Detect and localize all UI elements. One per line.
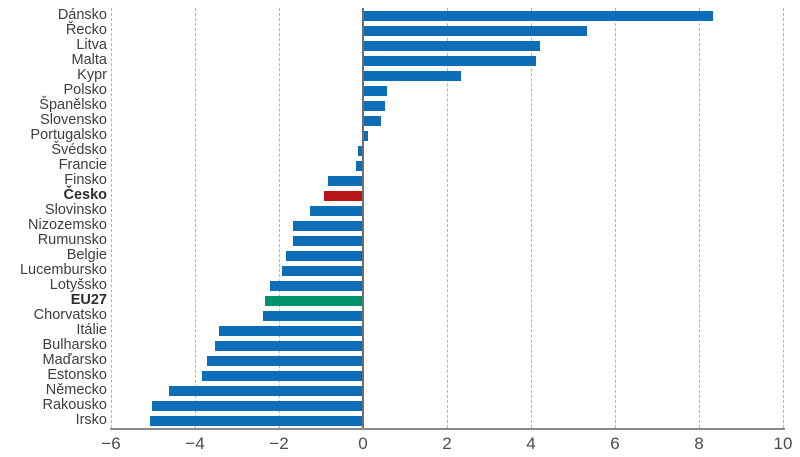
x-tick-label: 10 (773, 434, 793, 453)
bar-eu27 (265, 295, 362, 306)
gridline (279, 8, 280, 428)
category-label: Bulharsko (42, 337, 107, 353)
x-tick-label: 2 (442, 434, 452, 453)
category-label: Malta (71, 52, 107, 68)
bar-itálie (219, 325, 362, 336)
category-label: Chorvatsko (33, 307, 107, 323)
x-tick-label: −4 (185, 434, 205, 453)
x-axis-line (110, 428, 785, 430)
category-label: Finsko (64, 172, 107, 188)
category-label: Česko (63, 187, 107, 203)
bar-polsko (364, 85, 388, 96)
bar-nizozemsko (292, 220, 362, 231)
x-tick-label: 0 (358, 434, 368, 453)
category-label: EU27 (70, 292, 107, 308)
x-tick-label: 8 (694, 434, 704, 453)
category-label: Slovensko (40, 112, 107, 128)
bar-kypr (364, 70, 461, 81)
bar-lucembursko (282, 265, 362, 276)
bar-dánsko (364, 10, 713, 21)
bar-česko (324, 190, 362, 201)
bar-řecko (364, 25, 587, 36)
category-label: Estonsko (47, 367, 107, 383)
category-label: Rumunsko (37, 232, 107, 248)
bar-malta (364, 55, 537, 66)
bar-španělsko (364, 100, 385, 111)
category-label: Portugalsko (30, 127, 107, 143)
category-label: Kypr (77, 67, 107, 83)
x-tick-label: 4 (526, 434, 536, 453)
category-label: Itálie (76, 322, 107, 338)
bar-finsko (328, 175, 362, 186)
category-label: Irsko (75, 412, 107, 428)
category-label: Rakousko (42, 397, 107, 413)
bar-chorvatsko (263, 310, 362, 321)
category-label: Dánsko (57, 7, 107, 23)
gridline (447, 8, 448, 428)
bar-litva (364, 40, 541, 51)
bar-rakousko (152, 400, 362, 411)
bar-irsko (149, 415, 362, 426)
bar-slovinsko (309, 205, 362, 216)
category-label: Polsko (63, 82, 107, 98)
category-label: Slovinsko (44, 202, 107, 218)
bar-bulharsko (215, 340, 362, 351)
gridline (111, 8, 112, 428)
x-tick-label: 6 (610, 434, 620, 453)
category-label: Řecko (65, 22, 107, 38)
bar-maďarsko (206, 355, 362, 366)
gridline (699, 8, 700, 428)
bar-švédsko (357, 145, 362, 156)
bar-německo (168, 385, 362, 396)
category-label: Lucembursko (19, 262, 107, 278)
category-label: Maďarsko (42, 352, 107, 368)
gridline (531, 8, 532, 428)
category-label: Španělsko (39, 97, 107, 113)
bar-belgie (286, 250, 362, 261)
zero-axis-line (362, 8, 364, 428)
category-label: Švédsko (51, 142, 107, 158)
bar-slovensko (364, 115, 381, 126)
gridline (783, 8, 784, 428)
category-label: Nizozemsko (28, 217, 107, 233)
category-label: Německo (45, 382, 107, 398)
bar-estonsko (202, 370, 362, 381)
category-label: Litva (76, 37, 107, 53)
x-tick-label: −6 (101, 434, 121, 453)
category-label: Francie (58, 157, 107, 173)
bar-francie (355, 160, 362, 171)
bar-portugalsko (364, 130, 369, 141)
x-tick-label: −2 (269, 434, 289, 453)
category-label: Belgie (66, 247, 107, 263)
category-label: Lotyšsko (49, 277, 107, 293)
bar-rumunsko (292, 235, 362, 246)
gridline (195, 8, 196, 428)
bar-lotyšsko (269, 280, 362, 291)
gridline (615, 8, 616, 428)
